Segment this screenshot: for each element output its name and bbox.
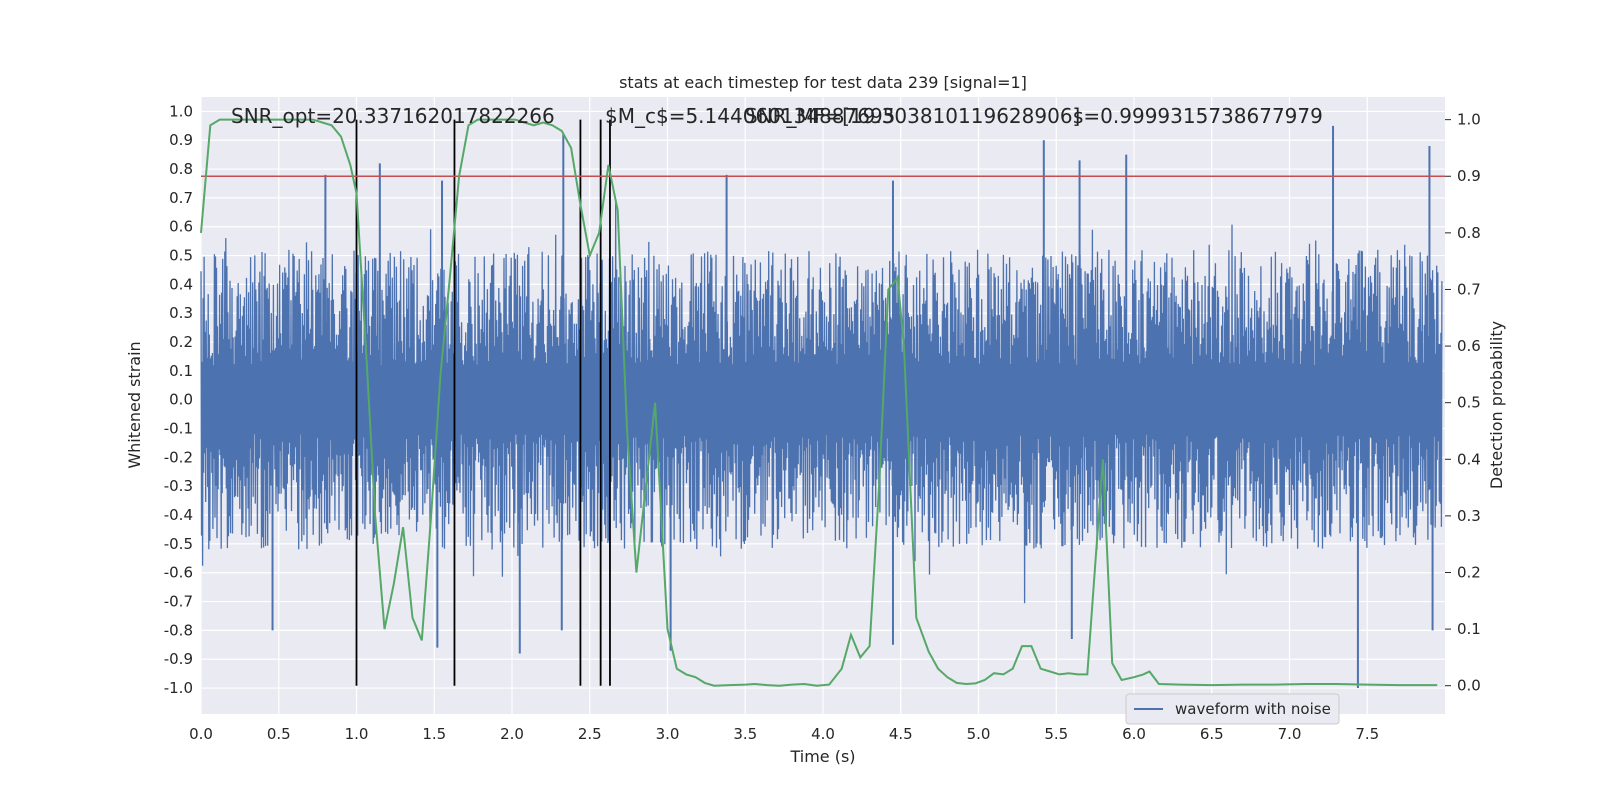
right-tick-label: 0.8 <box>1457 224 1481 242</box>
annotation-text: SNR_MF=[19.303810119628906] <box>745 104 1080 128</box>
right-tick-label: 0.5 <box>1457 394 1481 412</box>
left-tick-label: 0.7 <box>169 189 193 207</box>
right-axis-label: Detection probability <box>1487 321 1506 489</box>
left-tick-label: 0.6 <box>169 218 193 236</box>
x-tick-label: 5.5 <box>1044 725 1068 743</box>
left-tick-label: -0.8 <box>164 621 193 639</box>
right-tick-label: 0.4 <box>1457 450 1481 468</box>
x-tick-label: 3.0 <box>656 725 680 743</box>
left-tick-label: -0.9 <box>164 650 193 668</box>
left-tick-label: -0.1 <box>164 420 193 438</box>
probability-series <box>200 118 1438 687</box>
chart-title: stats at each timestep for test data 239… <box>619 73 1027 92</box>
vertical-markers <box>355 119 611 686</box>
x-tick-label: 2.5 <box>578 725 602 743</box>
left-tick-label: -0.2 <box>164 448 193 466</box>
x-tick-label: 2.0 <box>500 725 524 743</box>
strain-line <box>200 199 1443 604</box>
right-tick-label: 0.1 <box>1457 620 1481 638</box>
legend-box <box>1125 693 1340 725</box>
left-tick-label: -0.3 <box>164 477 193 495</box>
left-tick-label: 0.0 <box>169 391 193 409</box>
left-tick-label: -1.0 <box>164 679 193 697</box>
x-tick-label: 6.0 <box>1122 725 1146 743</box>
left-tick-label: -0.7 <box>164 593 193 611</box>
x-tick-label: 0.5 <box>267 725 291 743</box>
right-tick-label: 0.9 <box>1457 167 1481 185</box>
left-tick-label: 0.9 <box>169 131 193 149</box>
right-tick-label: 0.3 <box>1457 507 1481 525</box>
right-axis-ticks: 1.0 0.9 0.8 0.7 0.6 0.5 0.4 0.3 0.2 0.1 0.0 <box>1445 111 1481 695</box>
x-axis-ticks: 0.0 0.5 1.0 1.5 2.0 2.5 3.0 3.5 4.0 4.5 5.0 5.5 6.0 6… <box>189 725 1379 743</box>
left-tick-label: 0.5 <box>169 247 193 265</box>
right-tick-label: 1.0 <box>1457 111 1481 129</box>
left-tick-label: -0.6 <box>164 564 193 582</box>
x-tick-label: 5.0 <box>967 725 991 743</box>
x-tick-label: 7.0 <box>1278 725 1302 743</box>
legend-label: waveform with noise <box>1175 700 1331 718</box>
left-tick-label: 0.2 <box>169 333 193 351</box>
left-axis-label: Whitened strain <box>125 341 144 468</box>
annotation-text: SNR_opt=20.337162017822266 <box>231 104 555 128</box>
left-tick-label: 0.3 <box>169 304 193 322</box>
right-tick-label: 0.6 <box>1457 337 1481 355</box>
annotation-text: s=0.9999315738677979 <box>1073 104 1323 128</box>
x-axis-label: Time (s) <box>789 747 855 766</box>
left-tick-label: -0.4 <box>164 506 193 524</box>
x-tick-label: 7.5 <box>1355 725 1379 743</box>
x-tick-label: 3.5 <box>733 725 757 743</box>
probability-line <box>200 118 1438 687</box>
left-tick-label: 0.1 <box>169 362 193 380</box>
annotation-text: $M_c$=5.144060134887695 <box>605 104 895 128</box>
annotations: SNR_opt=20.337162017822266 $M_c$=5.144060… <box>231 104 1323 128</box>
x-tick-label: 0.0 <box>189 725 213 743</box>
left-tick-label: 1.0 <box>169 102 193 120</box>
right-tick-label: 0.2 <box>1457 563 1481 581</box>
left-tick-label: 0.4 <box>169 275 193 293</box>
right-tick-label: 0.7 <box>1457 280 1481 298</box>
x-tick-label: 6.5 <box>1200 725 1224 743</box>
x-tick-label: 1.5 <box>422 725 446 743</box>
x-tick-label: 1.0 <box>345 725 369 743</box>
x-tick-label: 4.5 <box>889 725 913 743</box>
left-axis-ticks: 1.0 0.9 0.8 0.7 0.6 0.5 0.4 0.3 0.2 0.1 0.0 -0.1 -0.… <box>164 102 193 697</box>
left-tick-label: -0.5 <box>164 535 193 553</box>
x-tick-label: 4.0 <box>811 725 835 743</box>
legend: waveform with noise <box>1125 693 1340 725</box>
right-tick-label: 0.0 <box>1457 677 1481 695</box>
strain-series <box>200 125 1443 689</box>
left-tick-label: 0.8 <box>169 160 193 178</box>
